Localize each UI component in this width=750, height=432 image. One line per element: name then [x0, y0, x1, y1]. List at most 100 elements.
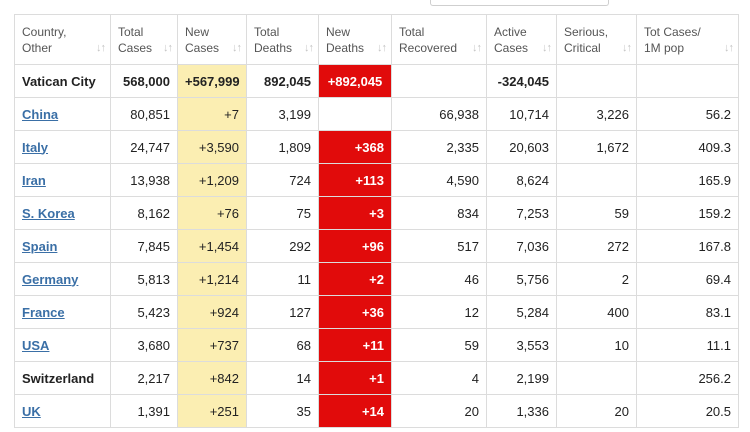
table-row: UK 1,391 +251 35 +14 20 1,336 20 20.5 [14, 394, 739, 428]
table-row: Iran 13,938 +1,209 724 +113 4,590 8,624 165.9 [14, 163, 739, 197]
column-header-label-line1: Total [118, 25, 144, 39]
country-link[interactable]: Iran [22, 172, 46, 188]
cell-total-deaths: 11 [246, 262, 319, 296]
cell-tot-cases-per-1m: 167.8 [636, 229, 739, 263]
cell-new-deaths: +1 [318, 361, 392, 395]
country-name: Vatican City [22, 73, 96, 89]
cell-tot-cases-per-1m: 256.2 [636, 361, 739, 395]
country-link[interactable]: Italy [22, 139, 49, 155]
cell-total-recovered: 46 [391, 262, 487, 296]
sort-arrows-icon[interactable]: ↓↑ [472, 42, 482, 54]
cell-new-cases: +251 [177, 394, 247, 428]
cell-new-cases: +7 [177, 97, 247, 131]
column-header-serious-critical[interactable]: Serious, Critical ↓↑ [556, 14, 637, 65]
country-link[interactable]: France [22, 304, 65, 320]
column-header-country[interactable]: Country, Other ↓↑ [14, 14, 111, 65]
cell-new-deaths: +368 [318, 130, 392, 164]
country-link[interactable]: Germany [22, 271, 79, 287]
cell-serious-critical: 10 [556, 328, 637, 362]
table-row: China 80,851 +7 3,199 66,938 10,714 3,226 56.2 [14, 97, 739, 131]
cell-new-deaths: +14 [318, 394, 392, 428]
sort-arrows-icon[interactable]: ↓↑ [163, 42, 173, 54]
column-header-label-line2: Recovered [399, 41, 458, 55]
cell-total-recovered [391, 64, 487, 98]
cell-active-cases: 20,603 [486, 130, 557, 164]
cell-total-deaths: 892,045 [246, 64, 319, 98]
table-row: Germany 5,813 +1,214 11 +2 46 5,756 2 69.4 [14, 262, 739, 296]
column-header-label-line1: Tot Cases/ [644, 25, 701, 39]
cell-new-deaths: +113 [318, 163, 392, 197]
cell-tot-cases-per-1m: 165.9 [636, 163, 739, 197]
cell-new-cases: +737 [177, 328, 247, 362]
sort-arrows-icon[interactable]: ↓↑ [232, 42, 242, 54]
cell-total-recovered: 4 [391, 361, 487, 395]
cell-active-cases: 7,253 [486, 196, 557, 230]
cell-total-recovered: 12 [391, 295, 487, 329]
column-header-label-line1: Total [254, 25, 280, 39]
cell-new-cases: +76 [177, 196, 247, 230]
cell-country: Germany [14, 262, 111, 296]
column-header-label-line2: Cases [185, 41, 220, 55]
cell-new-cases: +3,590 [177, 130, 247, 164]
cell-total-cases: 2,217 [110, 361, 178, 395]
cell-serious-critical: 2 [556, 262, 637, 296]
sort-arrows-icon[interactable]: ↓↑ [304, 42, 314, 54]
sort-arrows-icon[interactable]: ↓↑ [622, 42, 632, 54]
table-container: Country, Other ↓↑ Total Cases ↓↑ New Cases ↓↑ Tot… [14, 14, 739, 428]
cell-tot-cases-per-1m: 11.1 [636, 328, 739, 362]
column-header-tot-cases-per-1m[interactable]: Tot Cases/1M pop ↓↑ [636, 14, 739, 65]
cell-total-deaths: 1,809 [246, 130, 319, 164]
column-header-total-deaths[interactable]: Total Deaths ↓↑ [246, 14, 319, 65]
column-header-label-line1: Country, [22, 25, 67, 39]
cell-total-deaths: 14 [246, 361, 319, 395]
sort-arrows-icon[interactable]: ↓↑ [724, 42, 734, 54]
cell-country: Switzerland [14, 361, 111, 395]
column-header-active-cases[interactable]: Active Cases ↓↑ [486, 14, 557, 65]
country-link[interactable]: UK [22, 403, 41, 419]
country-link[interactable]: China [22, 106, 59, 122]
sort-arrows-icon[interactable]: ↓↑ [96, 42, 106, 54]
cell-new-deaths: +36 [318, 295, 392, 329]
cell-total-deaths: 127 [246, 295, 319, 329]
cell-total-cases: 7,845 [110, 229, 178, 263]
search-box-edge[interactable] [430, 0, 609, 6]
column-header-label-line2: Cases [118, 41, 153, 55]
column-header-total-cases[interactable]: Total Cases ↓↑ [110, 14, 178, 65]
cell-active-cases: -324,045 [486, 64, 557, 98]
column-header-label-line2: Deaths [326, 41, 365, 55]
cell-active-cases: 5,284 [486, 295, 557, 329]
cell-new-deaths: +2 [318, 262, 392, 296]
column-header-label-line2: Deaths [254, 41, 293, 55]
cell-active-cases: 5,756 [486, 262, 557, 296]
cell-total-cases: 13,938 [110, 163, 178, 197]
cell-total-deaths: 35 [246, 394, 319, 428]
cell-tot-cases-per-1m: 409.3 [636, 130, 739, 164]
cell-tot-cases-per-1m: 69.4 [636, 262, 739, 296]
cell-active-cases: 1,336 [486, 394, 557, 428]
column-header-new-deaths[interactable]: New Deaths ↓↑ [318, 14, 392, 65]
cell-country: S. Korea [14, 196, 111, 230]
country-link[interactable]: S. Korea [22, 205, 75, 221]
cell-total-recovered: 66,938 [391, 97, 487, 131]
column-header-new-cases[interactable]: New Cases ↓↑ [177, 14, 247, 65]
cell-total-recovered: 20 [391, 394, 487, 428]
table-row: Spain 7,845 +1,454 292 +96 517 7,036 272 167.8 [14, 229, 739, 263]
cell-total-cases: 80,851 [110, 97, 178, 131]
cell-tot-cases-per-1m: 20.5 [636, 394, 739, 428]
column-header-label-line2: 1M pop [644, 41, 685, 55]
sort-arrows-icon[interactable]: ↓↑ [377, 42, 387, 54]
cell-serious-critical [556, 64, 637, 98]
cell-serious-critical: 59 [556, 196, 637, 230]
cell-serious-critical: 20 [556, 394, 637, 428]
cell-new-cases: +1,209 [177, 163, 247, 197]
country-link[interactable]: Spain [22, 238, 58, 254]
table-header: Country, Other ↓↑ Total Cases ↓↑ New Cases ↓↑ Tot… [14, 14, 739, 65]
cell-serious-critical [556, 361, 637, 395]
sort-arrows-icon[interactable]: ↓↑ [542, 42, 552, 54]
cell-country: Vatican City [14, 64, 111, 98]
column-header-total-recovered[interactable]: Total Recovered ↓↑ [391, 14, 487, 65]
table-row: France 5,423 +924 127 +36 12 5,284 400 83.1 [14, 295, 739, 329]
cell-total-recovered: 834 [391, 196, 487, 230]
country-link[interactable]: USA [22, 337, 50, 353]
column-header-label-line2: Other [22, 41, 53, 55]
